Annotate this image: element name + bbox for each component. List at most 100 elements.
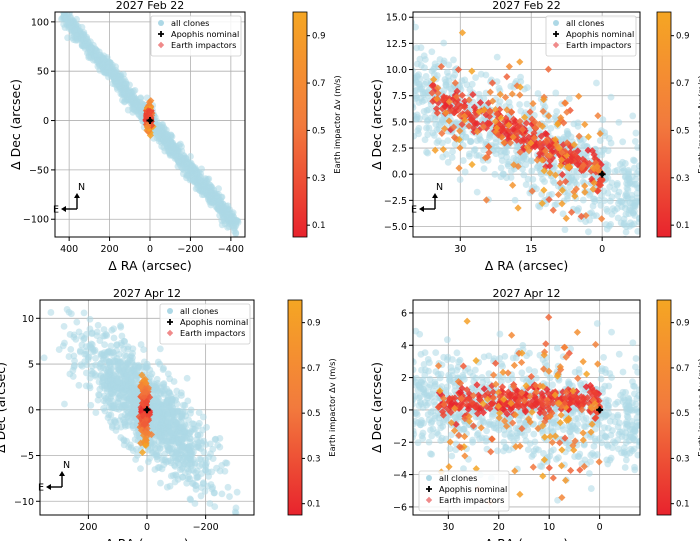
impactor-point xyxy=(469,90,477,99)
clone-point xyxy=(110,334,118,342)
colorbar-bar xyxy=(287,299,303,516)
compass: NE xyxy=(53,182,85,216)
clone-point xyxy=(624,166,632,174)
y-tick-label: 12.5 xyxy=(386,39,407,50)
impactor-point xyxy=(493,124,501,132)
impactor-point xyxy=(538,156,546,164)
clone-point xyxy=(524,175,532,183)
clone-point xyxy=(103,54,111,61)
clone-point xyxy=(414,439,422,447)
clone-point xyxy=(221,518,228,525)
clone-point xyxy=(413,132,418,140)
impactor-point xyxy=(509,133,517,141)
clone-point xyxy=(597,375,605,383)
clone-point xyxy=(95,378,103,386)
clone-point xyxy=(629,156,637,164)
clone-point xyxy=(222,211,230,219)
legend-impactors-label: Earth impactors xyxy=(566,40,631,50)
impactor-point xyxy=(558,200,566,208)
impactor-point xyxy=(531,124,540,132)
clone-point xyxy=(213,464,220,472)
clone-point xyxy=(421,349,429,357)
impactor-point xyxy=(540,186,548,194)
clone-point xyxy=(415,99,423,106)
impactor-point xyxy=(451,108,459,116)
impactor-point xyxy=(506,139,514,147)
impactor-point xyxy=(485,120,493,128)
impactor-point xyxy=(528,115,536,123)
clone-point xyxy=(621,204,629,212)
clone-point xyxy=(40,354,48,362)
clone-point xyxy=(158,465,166,473)
clone-point xyxy=(604,402,612,409)
impactor-point xyxy=(141,416,150,424)
clone-point xyxy=(632,405,640,413)
clone-point xyxy=(565,422,572,430)
clone-point xyxy=(615,350,623,358)
clone-point xyxy=(442,82,450,89)
clone-point xyxy=(448,154,456,161)
plot-area xyxy=(406,19,640,249)
clone-point xyxy=(491,170,499,178)
clone-point xyxy=(115,73,122,81)
clone-point xyxy=(507,167,515,175)
clone-point xyxy=(118,332,126,340)
clone-point xyxy=(116,392,124,400)
clone-point xyxy=(632,175,640,183)
colorbar-bar xyxy=(656,11,672,238)
clone-point xyxy=(622,389,630,396)
impactor-point xyxy=(458,91,466,99)
clone-point xyxy=(589,202,597,210)
clone-point xyxy=(127,92,135,100)
impactor-point xyxy=(498,122,506,131)
impactor-point xyxy=(482,196,491,204)
clone-point xyxy=(631,242,638,249)
impactor-point xyxy=(485,112,494,121)
clone-point xyxy=(164,142,171,149)
clone-point xyxy=(99,356,107,364)
clone-point xyxy=(107,342,115,350)
clone-point xyxy=(632,180,640,188)
clone-point xyxy=(616,419,623,427)
clone-point xyxy=(424,131,432,138)
colorbar-tick-label: 0.9 xyxy=(307,319,321,329)
clone-point xyxy=(215,185,222,193)
clone-point xyxy=(553,344,561,352)
impactor-point xyxy=(578,164,586,172)
impactor-point xyxy=(441,103,449,111)
impactor-point xyxy=(141,420,149,428)
y-tick-label: −50 xyxy=(29,165,49,176)
clone-point xyxy=(435,137,442,145)
clone-point xyxy=(80,309,88,317)
axes-frame xyxy=(412,11,641,238)
clone-point xyxy=(86,45,93,53)
clone-point xyxy=(174,450,182,458)
impactor-point xyxy=(552,141,561,149)
clone-point xyxy=(183,429,191,436)
impactor-point xyxy=(561,147,569,155)
clone-point xyxy=(586,216,593,224)
impactor-point xyxy=(540,167,548,175)
clone-point xyxy=(232,217,240,225)
nominal-marker xyxy=(599,171,605,177)
impactor-point xyxy=(525,147,533,155)
clone-point xyxy=(480,165,488,172)
clone-point xyxy=(221,467,229,475)
legend-nominal-marker xyxy=(158,31,164,37)
clone-point xyxy=(406,49,413,56)
impactor-point xyxy=(560,119,568,127)
clone-point xyxy=(440,39,448,47)
clone-point xyxy=(202,461,209,469)
clone-point xyxy=(168,397,176,405)
impactor-point xyxy=(509,181,517,189)
clone-point xyxy=(72,335,80,343)
clone-point xyxy=(60,322,68,330)
impactor-point xyxy=(438,129,446,137)
clone-point xyxy=(459,157,467,164)
clone-point xyxy=(626,222,634,230)
colorbar-tick-label: 0.5 xyxy=(307,409,321,419)
clone-point xyxy=(483,427,491,435)
clone-point xyxy=(614,214,622,222)
